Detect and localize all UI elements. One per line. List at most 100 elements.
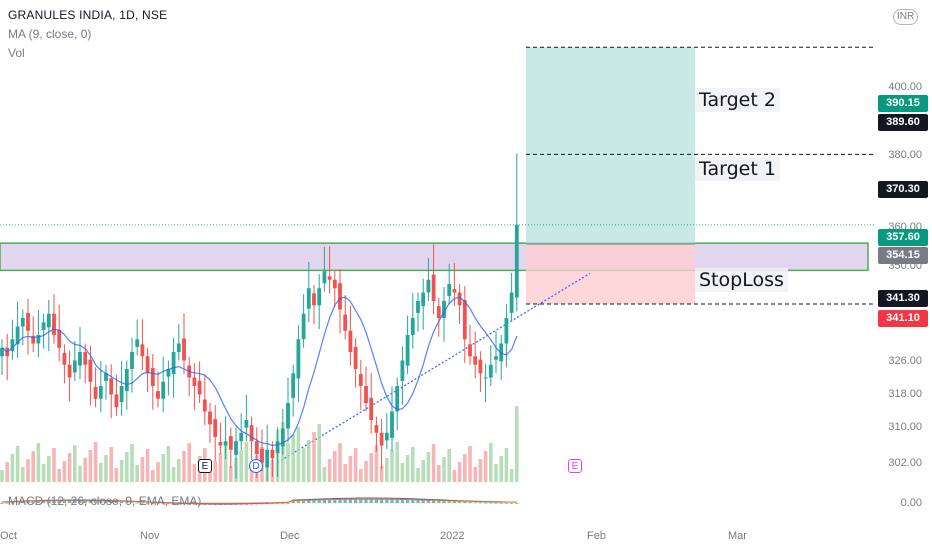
candle-body (218, 442, 223, 446)
candle-body (166, 369, 171, 377)
earnings-marker[interactable]: E (198, 459, 212, 473)
volume-bar (145, 449, 150, 482)
macd-histogram-bar (328, 499, 332, 503)
candle-body (197, 380, 202, 395)
volume-bar (379, 466, 384, 482)
macd-histogram-bar (312, 500, 316, 503)
macd-histogram-bar (125, 502, 129, 503)
volume-bar (192, 464, 197, 482)
macd-histogram-bar (364, 499, 368, 503)
volume-bar (47, 456, 51, 482)
volume-bar (0, 470, 4, 482)
macd-histogram-bar (166, 503, 170, 504)
volume-indicator-label[interactable]: Vol (8, 46, 25, 60)
candle-body (447, 284, 452, 296)
volume-bar (301, 448, 306, 482)
candle-body (119, 386, 124, 403)
chart-legend: GRANULES INDIA, 1D, NSE MA (9, close, 0)… (8, 6, 167, 63)
candle-body (135, 339, 140, 347)
volume-bar (494, 464, 498, 482)
volume-bar (504, 448, 509, 482)
volume-bar (119, 460, 124, 482)
volume-bar (104, 455, 108, 482)
price-tag: 357.60 (878, 229, 928, 246)
volume-bar (208, 469, 212, 482)
volume-bar (135, 465, 139, 482)
macd-histogram-bar (473, 502, 477, 504)
volume-bar (114, 468, 119, 482)
volume-bar (125, 452, 129, 482)
volume-bar (130, 444, 134, 482)
volume-bar (390, 450, 394, 482)
volume-bar (369, 453, 373, 482)
candle-body (488, 364, 493, 378)
volume-bar (10, 454, 15, 482)
price-tag: 354.15 (878, 247, 928, 264)
macd-histogram-bar (400, 499, 404, 503)
candle-body (234, 441, 238, 455)
candle-body (286, 403, 290, 429)
macd-histogram-bar (114, 501, 118, 503)
target-zone (526, 47, 695, 244)
price-tag: 341.10 (878, 310, 928, 327)
candle-body (249, 425, 254, 442)
candle-body (390, 411, 394, 438)
ma-indicator-label[interactable]: MA (9, close, 0) (8, 27, 92, 41)
volume-bar (437, 465, 441, 482)
volume-bar (483, 451, 488, 482)
macd-histogram-bar (489, 502, 493, 504)
volume-bar (78, 466, 82, 482)
macd-histogram-bar (21, 502, 25, 503)
volume-bar (364, 461, 368, 482)
candle-body (150, 368, 155, 386)
earnings-future-marker[interactable]: E (568, 459, 582, 473)
candle-body (83, 352, 88, 365)
macd-indicator-label[interactable]: MACD (12, 26, close, 9, EMA, EMA) (8, 494, 202, 508)
volume-bar (161, 454, 165, 482)
volume-bar (83, 458, 87, 482)
macd-histogram-bar (42, 501, 46, 503)
volume-bar (15, 446, 20, 482)
macd-histogram-bar (406, 499, 410, 503)
candle-body (452, 289, 457, 293)
candle-body (416, 301, 420, 313)
volume-bar (327, 459, 332, 482)
macd-histogram-bar (395, 499, 399, 503)
macd-histogram-bar (442, 501, 446, 503)
candle-body (88, 359, 93, 382)
macd-histogram-bar (99, 501, 103, 503)
candle-body (312, 293, 316, 306)
volume-bar (385, 458, 389, 482)
volume-bar (239, 450, 243, 482)
macd-histogram-bar (73, 501, 77, 503)
volume-bar (374, 445, 379, 482)
candle-body (52, 313, 56, 335)
macd-histogram-bar (281, 503, 285, 504)
macd-histogram-bar (504, 502, 508, 504)
volume-bar (463, 454, 467, 482)
candle-body (10, 339, 15, 352)
candle-body (260, 448, 264, 463)
macd-histogram-bar (146, 502, 150, 504)
candle-body (156, 391, 160, 399)
symbol-title[interactable]: GRANULES INDIA, 1D, NSE (8, 8, 168, 22)
dividend-marker[interactable]: D (249, 459, 263, 473)
volume-bar (88, 450, 93, 482)
candle-body (306, 288, 311, 309)
macd-histogram-bar (94, 501, 98, 503)
volume-bar (431, 444, 436, 482)
volume-bar (182, 451, 186, 482)
macd-histogram-bar (78, 501, 82, 503)
price-axis-label: 326.00 (888, 355, 922, 367)
candle-body (62, 352, 67, 365)
candle-body (265, 449, 270, 468)
volume-bar (177, 459, 181, 482)
currency-badge[interactable]: INR (893, 9, 919, 25)
volume-bar (296, 427, 301, 482)
macd-histogram-bar (478, 502, 482, 504)
candle-body (301, 313, 306, 340)
candle-body (514, 224, 519, 298)
candle-body (442, 301, 446, 318)
